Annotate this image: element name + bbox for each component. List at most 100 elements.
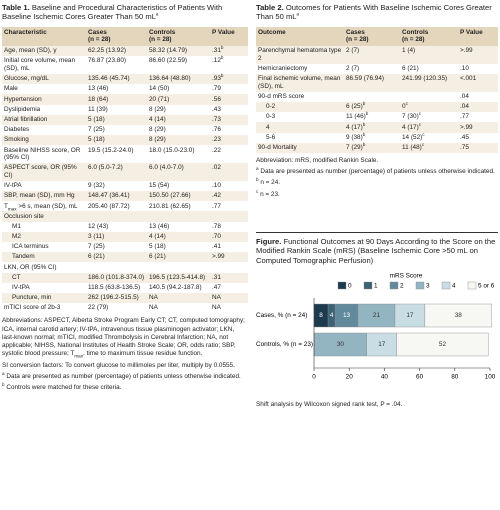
text: mTICI score of 2b-3 (4, 304, 61, 312)
text: b (256, 177, 259, 183)
legend-label: 4 (452, 283, 456, 290)
text: 15 (54) (149, 182, 170, 190)
cell: 6.0 (5.0-7.2) (86, 163, 147, 181)
value-label: 17 (406, 312, 414, 319)
text: NA (149, 294, 158, 302)
table-header: Outcome Cases (n = 28) Controls (n = 28) P Va… (256, 26, 498, 46)
cell: 9 (32) (86, 181, 147, 191)
header-text: Controls (149, 28, 176, 36)
text: 7 (25) (88, 126, 105, 134)
cell: NA (147, 292, 210, 304)
cell: .70 (210, 231, 248, 242)
text: IV-tPA (4, 182, 22, 190)
text: .12 (212, 57, 221, 65)
text: 7 (29) (346, 143, 363, 151)
cell: 196.5 (123.5-414.8) (147, 272, 210, 283)
text: 5 (18) (88, 136, 105, 144)
cell: 262 (196.2-515.5) (86, 292, 147, 304)
header-cell: Controls (n = 28) (147, 26, 210, 46)
value-label: 38 (455, 312, 463, 319)
cell: 5-6 (256, 133, 344, 143)
cell: 13 (46) (86, 84, 147, 94)
group-row: Occlusion site (2, 211, 248, 222)
cell: 0-3 (256, 112, 344, 122)
cell: 18 (64) (86, 94, 147, 105)
cell: Final ischemic volume, mean (SD), mL (256, 73, 344, 92)
text: .22 (212, 146, 221, 154)
table-title: Table 1. Baseline and Procedural Charact… (2, 3, 248, 22)
footnote: a Data are presented as number (percenta… (256, 166, 498, 176)
label: Table 1. (2, 3, 30, 12)
text: .75 (460, 143, 469, 151)
text: 76.87 (23.80) (88, 57, 127, 65)
cell: IV-tPA (2, 283, 86, 293)
footnote: Abbreviation: mRS, modified Rankin Scale… (256, 157, 498, 165)
cell: 62.25 (13.92) (86, 46, 147, 57)
cell: 0-2 (256, 101, 344, 113)
cell: >.99 (458, 122, 498, 133)
text: .47 (212, 284, 221, 292)
text: 196.5 (123.5-414.8) (149, 273, 206, 281)
cell: Age, mean (SD), y (2, 46, 86, 57)
legend-label: 1 (374, 283, 378, 290)
cell: 86.59 (76.94) (344, 73, 400, 92)
footnote: SI conversion factors: To convert glucos… (2, 362, 248, 370)
cell: .93b (210, 73, 248, 85)
cell: <.001 (458, 73, 498, 92)
table: Characteristic Cases (n = 28) Controls (n = … (2, 26, 248, 313)
text: Outcomes for Patients With Baseline Isch… (256, 3, 492, 22)
text: .78 (212, 222, 221, 230)
legend-swatch (467, 282, 477, 290)
text: 210.81 (62.65) (149, 202, 191, 210)
text: .93 (212, 75, 221, 83)
header-text: Cases (88, 28, 107, 36)
legend-label: 3 (426, 283, 430, 290)
text: 6 (21) (88, 253, 105, 261)
text: CT (12, 273, 21, 281)
cell: 7 (29)b (344, 142, 400, 153)
text: >.99 (460, 47, 473, 55)
table: Outcome Cases (n = 28) Controls (n = 28) P Va… (256, 26, 498, 153)
text: 62.25 (13.92) (88, 47, 127, 55)
table-title: Table 2. Outcomes for Patients With Base… (256, 3, 498, 22)
cell: 7 (25) (86, 125, 147, 135)
cell: >.99 (210, 252, 248, 263)
header-cell: Cases (n = 28) (86, 26, 147, 46)
text: 11 (46) (346, 113, 366, 121)
cell: 140.5 (94.2-187.8) (147, 283, 210, 293)
header-cell: Characteristic (2, 26, 86, 46)
text: 13 (46) (88, 85, 109, 93)
cell: Hemicraniectomy (256, 64, 344, 74)
text: 5 (18) (88, 116, 105, 124)
cell: 19.5 (15.2-24.0) (86, 145, 147, 163)
cell: .22 (210, 145, 248, 163)
cell: .73 (210, 114, 248, 125)
text: .42 (212, 192, 221, 200)
cell: 148.47 (36.41) (86, 191, 147, 202)
text: .10 (460, 65, 469, 73)
text: b (2, 382, 5, 388)
text: 4 (14) (149, 233, 166, 241)
row: Atrial fibrillation 5 (18) 4 (14) .73 (2, 114, 248, 125)
cell: .31 (210, 272, 248, 283)
row: Glucose, mg/dL 135.46 (45.74) 136.64 (48.8… (2, 73, 248, 85)
cell: 90-d Mortality (256, 142, 344, 153)
group-label: LKN, OR (95% CI) (4, 263, 57, 271)
text: c (418, 121, 421, 127)
text: .77 (460, 113, 469, 121)
cell: Dyslipidemia (2, 105, 86, 115)
text: 9 (32) (88, 182, 105, 190)
text: a (2, 370, 5, 376)
group-label: Occlusion site (2, 211, 248, 222)
cell: M1 (2, 222, 86, 232)
x-tick-label: 40 (381, 374, 389, 381)
text: .76 (212, 126, 221, 134)
text: Initial core volume, mean (SD), mL (4, 57, 76, 73)
row: 0-3 11 (46)b 7 (30)c .77 (256, 111, 498, 122)
text: 205.40 (87.72) (88, 202, 130, 210)
x-tick-label: 100 (485, 374, 496, 381)
cell: .79 (210, 84, 248, 94)
text: NA (149, 304, 158, 312)
